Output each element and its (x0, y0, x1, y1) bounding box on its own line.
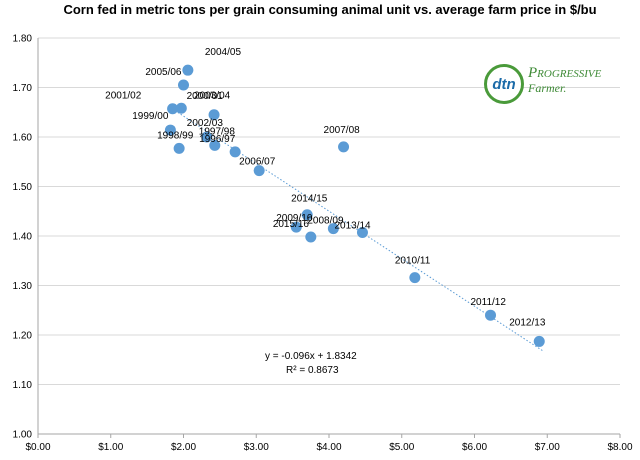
data-point (338, 141, 350, 153)
point-label: 2007/08 (324, 125, 361, 136)
point-label: 2009/10 (276, 213, 313, 224)
trend-equation: y = -0.096x + 1.8342 (265, 351, 357, 362)
data-point (182, 64, 194, 76)
x-tick-label: $8.00 (607, 442, 632, 453)
data-point (175, 102, 187, 114)
axes: 1.00 1.10 1.20 1.30 1.40 1.50 1.60 1.70 1.80 $0.0… (13, 34, 633, 454)
dtn-progressive-farmer-logo: dtn Progressive Farmer. (484, 62, 606, 108)
data-point (229, 146, 241, 158)
point-label: 2014/15 (291, 194, 328, 205)
data-point (327, 223, 339, 235)
y-tick-label: 1.40 (13, 232, 33, 243)
logo-line1: Progressive (528, 65, 602, 81)
data-point (209, 139, 221, 151)
y-tick-label: 1.70 (13, 83, 33, 94)
point-labels: 2004/05 2005/06 2000/01 2001/02 1999/00 2003/… (105, 47, 546, 328)
x-tick-label: $4.00 (316, 442, 341, 453)
point-label: 2003/04 (194, 91, 231, 102)
point-label: 2010/11 (395, 256, 431, 267)
data-point (201, 131, 213, 143)
point-label: 2012/13 (509, 317, 546, 328)
point-label: 2000/01 (187, 91, 224, 102)
point-label: 1997/98 (199, 126, 236, 137)
point-label: 2004/05 (205, 47, 242, 58)
x-tick-label: $1.00 (98, 442, 123, 453)
r-squared: R² = 0.8673 (286, 365, 339, 376)
y-tick-label: 1.20 (13, 331, 33, 342)
x-tick-label: $5.00 (389, 442, 414, 453)
data-point (253, 165, 265, 177)
logo-wordmark: Progressive Farmer. (528, 66, 608, 96)
trend-equation-group: y = -0.096x + 1.8342 R² = 0.8673 (265, 351, 357, 376)
data-point (178, 79, 189, 91)
y-tick-label: 1.80 (13, 34, 33, 45)
x-tick-label: $0.00 (25, 442, 50, 453)
point-label: 2011/12 (471, 297, 507, 308)
point-label: 1996/97 (199, 134, 236, 145)
y-tick-label: 1.00 (13, 430, 33, 441)
x-tick-label: $7.00 (535, 442, 560, 453)
point-label: 2008/09 (307, 216, 344, 227)
point-label: 1998/99 (157, 130, 194, 141)
point-label: 2002/03 (187, 118, 224, 129)
y-tick-label: 1.30 (13, 281, 33, 292)
data-point (173, 142, 185, 154)
point-label: 2005/06 (145, 67, 182, 78)
chart-title: Corn fed in metric tons per grain consum… (63, 2, 597, 17)
x-tick-label: $6.00 (462, 442, 487, 453)
trendline-group (168, 106, 544, 352)
y-tick-label: 1.50 (13, 182, 33, 193)
dtn-logo-icon: dtn (484, 64, 524, 104)
point-label: 2001/02 (105, 90, 142, 101)
point-label: 1999/00 (132, 111, 169, 122)
point-label: 2013/14 (334, 221, 371, 232)
data-point (356, 227, 368, 239)
data-point (305, 231, 317, 243)
data-point (409, 272, 421, 284)
data-point (167, 103, 179, 115)
logo-line2: Farmer. (528, 81, 567, 95)
point-label: 2006/07 (239, 157, 276, 168)
trendline (168, 106, 544, 352)
y-tick-label: 1.60 (13, 133, 33, 144)
data-point (485, 309, 497, 321)
data-points (164, 64, 545, 347)
data-point (301, 209, 313, 221)
y-tick-label: 1.10 (13, 380, 33, 391)
data-point (290, 221, 302, 233)
data-point (208, 109, 220, 121)
data-point (533, 335, 545, 347)
point-label: 2015/16 (273, 219, 310, 230)
data-point (164, 124, 176, 136)
x-tick-label: $2.00 (171, 442, 196, 453)
x-tick-label: $3.00 (244, 442, 269, 453)
